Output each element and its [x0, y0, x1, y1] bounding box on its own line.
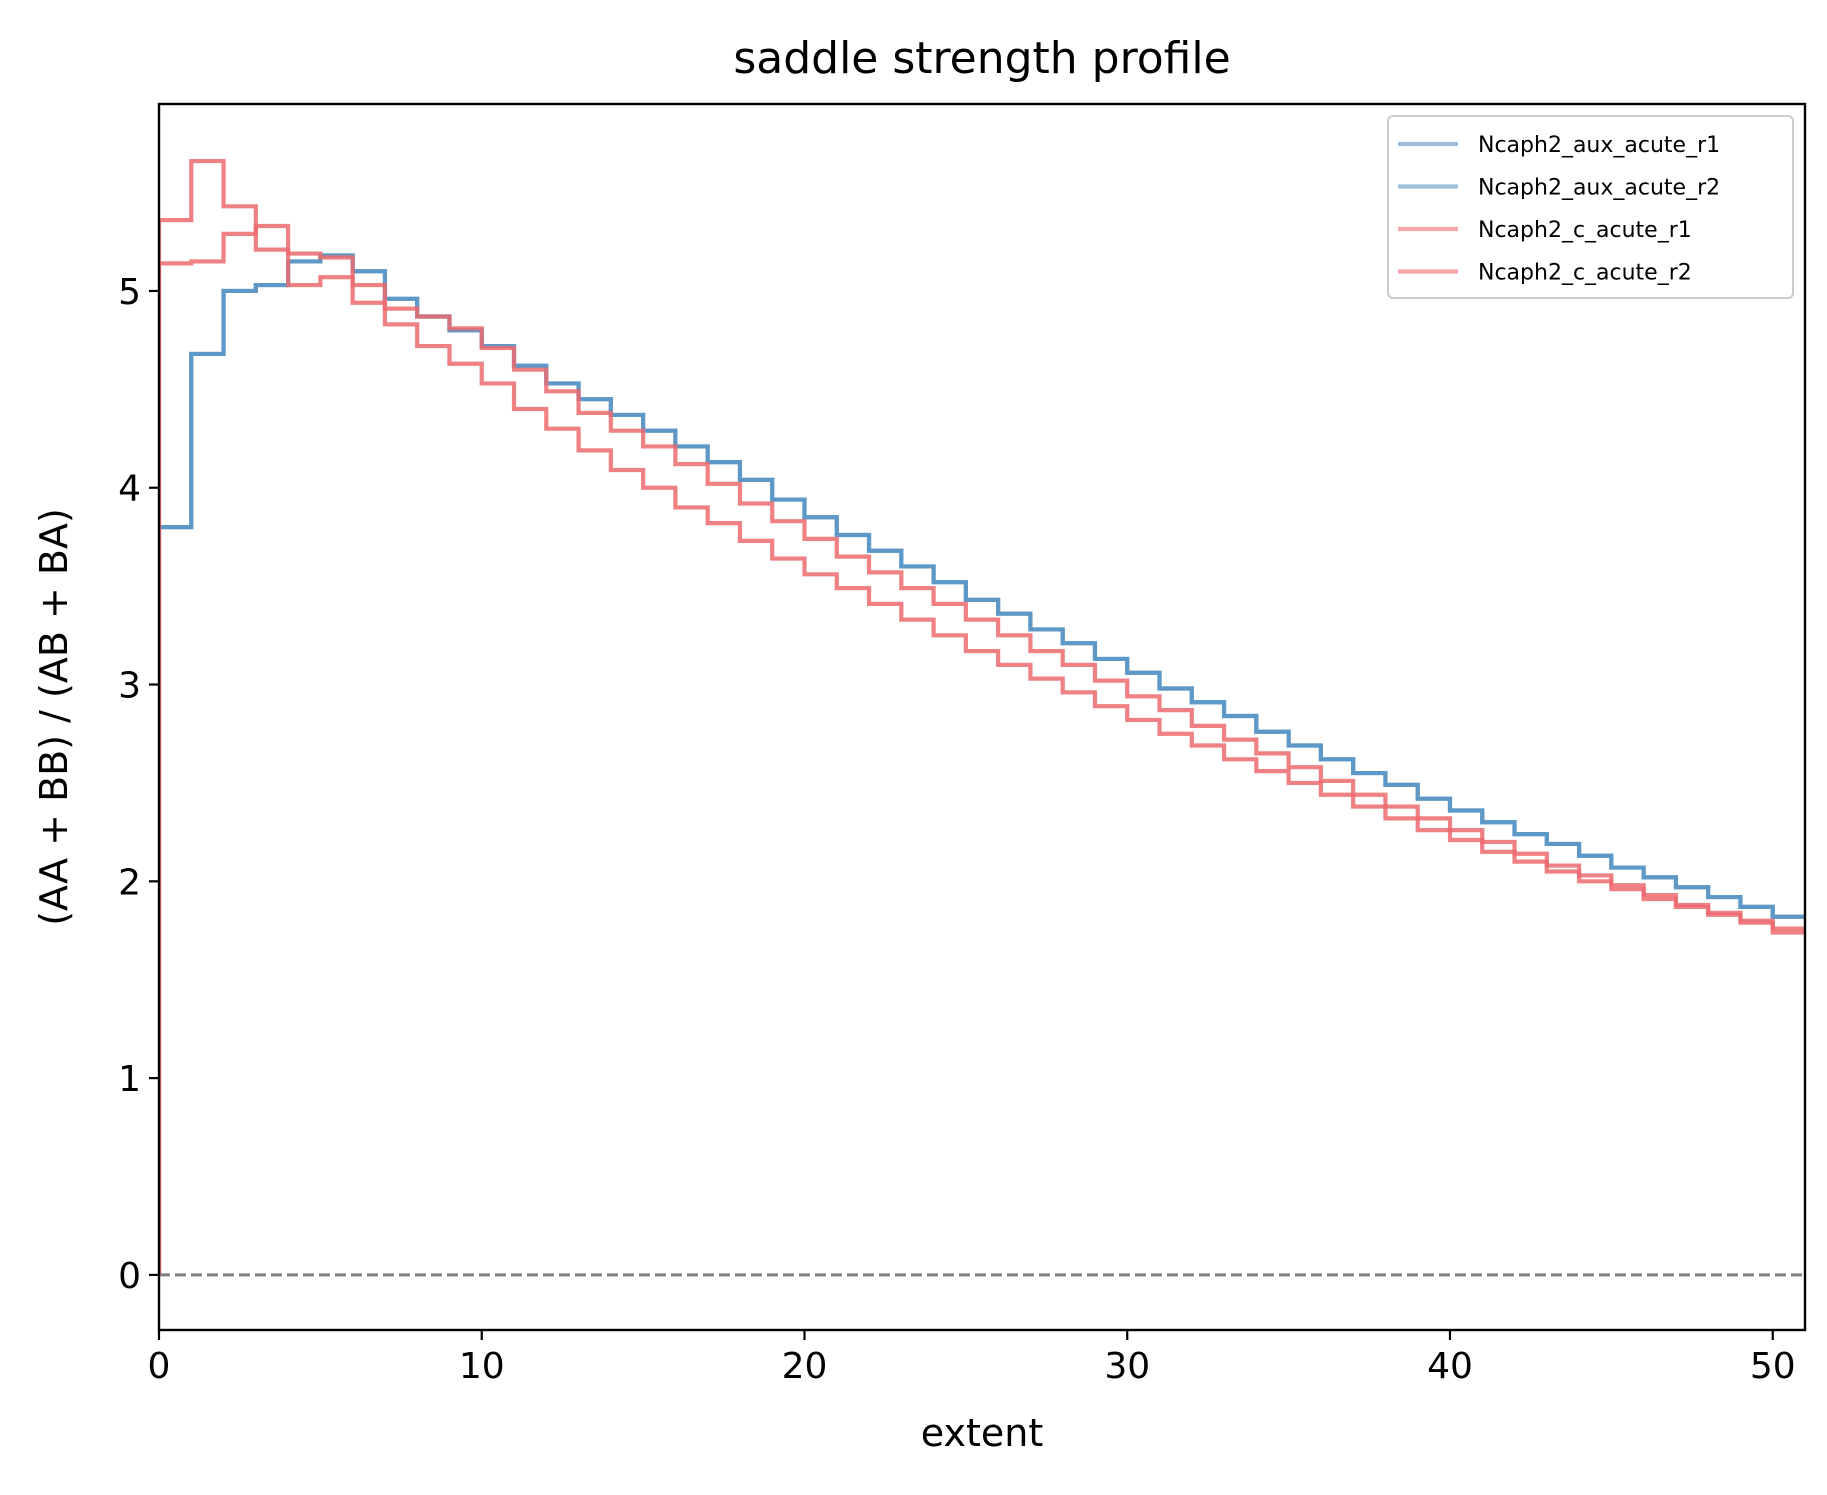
series-group — [159, 158, 1805, 1275]
legend-entry-label: Ncaph2_c_acute_r2 — [1478, 261, 1692, 286]
y-tick-label: 4 — [118, 469, 141, 510]
y-axis-ticks: 0 1 2 3 4 5 — [118, 272, 159, 1297]
legend-entry-label: Ncaph2_aux_acute_r2 — [1478, 176, 1720, 201]
y-tick-label: 5 — [118, 272, 141, 313]
legend-box — [1387, 115, 1794, 299]
x-tick-label: 20 — [782, 1346, 828, 1387]
chart-title: saddle strength profile — [733, 33, 1230, 84]
x-axis-ticks: 0 10 20 30 40 50 — [148, 1330, 1796, 1387]
x-tick-label: 40 — [1427, 1346, 1473, 1387]
legend-entry-label: Ncaph2_c_acute_r1 — [1478, 218, 1692, 243]
legend-entry-label: Ncaph2_aux_acute_r1 — [1478, 133, 1720, 158]
x-tick-label: 0 — [148, 1346, 171, 1387]
legend: Ncaph2_aux_acute_r1 Ncaph2_aux_acute_r2 Nc… — [1387, 115, 1794, 299]
x-tick-label: 30 — [1104, 1346, 1150, 1387]
y-tick-label: 0 — [118, 1256, 141, 1297]
y-axis-label: (AA + BB) / (AB + BA) — [32, 508, 76, 926]
y-tick-label: 2 — [118, 862, 141, 903]
y-tick-label: 3 — [118, 666, 141, 707]
series-line-ncaph2-c-acute-r2 — [159, 158, 1805, 1275]
x-axis-label: extent — [921, 1411, 1043, 1455]
plot-background — [159, 104, 1805, 1330]
y-tick-label: 1 — [118, 1059, 141, 1100]
x-tick-label: 50 — [1750, 1346, 1796, 1387]
plot-frame — [157, 102, 1807, 1332]
x-tick-label: 10 — [459, 1346, 505, 1387]
